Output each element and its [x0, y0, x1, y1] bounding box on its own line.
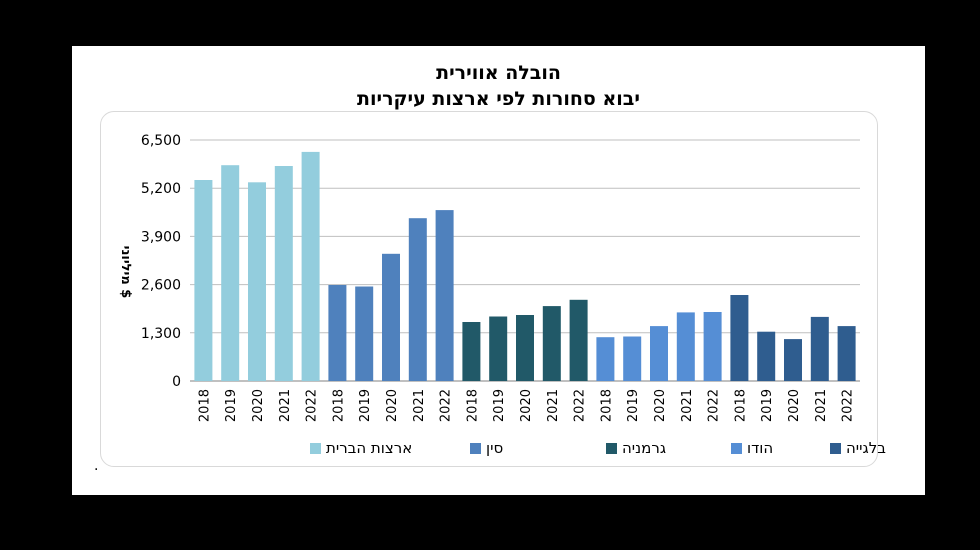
- bar: [194, 180, 213, 381]
- bar: [596, 337, 615, 381]
- x-tick-label: 2019: [626, 389, 641, 422]
- bar: [730, 295, 749, 381]
- bar: [274, 166, 293, 381]
- bar: [462, 322, 481, 381]
- legend-label: גרמניה: [622, 439, 666, 457]
- x-tick-label: 2019: [224, 389, 239, 422]
- bar: [650, 326, 668, 381]
- x-tick-label: 2019: [760, 389, 775, 422]
- x-tick-label: 2021: [546, 389, 561, 422]
- bar: [837, 326, 856, 381]
- x-tick-label: 2022: [573, 389, 588, 422]
- x-tick-label: 2018: [599, 389, 614, 422]
- bar: [569, 299, 588, 381]
- legend-swatch: [731, 443, 742, 454]
- chart-subtitle: יבוא סחורות לפי ארצות עיקריות: [357, 88, 640, 110]
- x-tick-label: 2022: [841, 389, 856, 422]
- bar: [328, 285, 347, 381]
- legend-swatch: [830, 443, 841, 454]
- legend-label: בלגייה: [846, 439, 886, 457]
- y-tick-label: 2,600: [141, 278, 181, 294]
- bar: [355, 286, 374, 381]
- x-tick-label: 2020: [251, 389, 266, 422]
- footnote-dot: .: [94, 458, 99, 474]
- x-tick-label: 2018: [465, 389, 480, 422]
- y-tick-label: 3,900: [141, 229, 181, 245]
- bar: [676, 312, 695, 381]
- bar: [489, 316, 508, 381]
- x-tick-label: 2021: [278, 389, 293, 422]
- x-tick-label: 2021: [680, 389, 695, 422]
- x-tick-label: 2019: [358, 389, 373, 422]
- x-tick-label: 2020: [787, 389, 802, 422]
- bar: [757, 331, 776, 381]
- y-tick-label: 1,300: [141, 326, 181, 342]
- x-tick-label: 2022: [439, 389, 454, 422]
- legend-label: הודו: [747, 439, 773, 457]
- y-tick-label: 5,200: [141, 181, 181, 197]
- bar: [382, 253, 400, 381]
- x-tick-label: 2020: [653, 389, 668, 422]
- legend-swatch: [470, 443, 481, 454]
- y-axis-label: מיליוני $: [118, 246, 133, 299]
- legend-swatch: [310, 443, 321, 454]
- x-tick-label: 2018: [197, 389, 212, 422]
- bar: [248, 182, 266, 381]
- chart-title: הובלה אווירית: [436, 62, 561, 84]
- x-tick-label: 2018: [733, 389, 748, 422]
- x-tick-label: 2020: [519, 389, 534, 422]
- bar: [784, 339, 802, 381]
- legend-label: סין: [486, 439, 503, 457]
- bar: [435, 210, 454, 381]
- x-tick-label: 2021: [412, 389, 427, 422]
- y-tick-label: 6,500: [141, 133, 181, 149]
- bar: [301, 151, 320, 381]
- bar: [221, 165, 240, 381]
- x-tick-label: 2021: [814, 389, 829, 422]
- legend-label: ארצות הברית: [326, 439, 412, 457]
- legend-swatch: [606, 443, 617, 454]
- bar: [810, 316, 829, 381]
- slide: הובלה אווירית יבוא סחורות לפי ארצות עיקר…: [72, 46, 925, 495]
- x-tick-label: 2022: [707, 389, 722, 422]
- x-tick-label: 2019: [492, 389, 507, 422]
- bar-chart: 0 1,300 2,600 3,900 5,200 6,500 2018 2019 2020 20…: [118, 133, 886, 457]
- x-tick-label: 2020: [385, 389, 400, 422]
- bar: [516, 315, 534, 381]
- y-tick-label: 0: [172, 374, 181, 390]
- bar: [623, 336, 642, 381]
- bar: [542, 306, 561, 381]
- bar: [408, 218, 427, 381]
- x-tick-label: 2018: [331, 389, 346, 422]
- x-tick-label: 2022: [305, 389, 320, 422]
- bar: [703, 312, 722, 381]
